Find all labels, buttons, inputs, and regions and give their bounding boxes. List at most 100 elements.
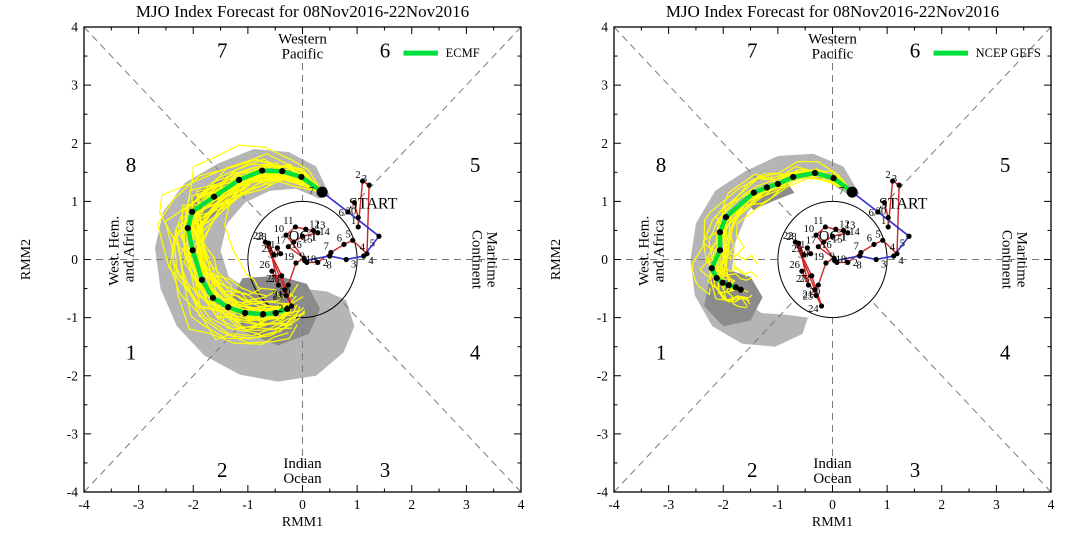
ensemble-member-line xyxy=(164,158,323,345)
observed-dot xyxy=(366,182,372,188)
ensemble-member-line xyxy=(720,176,853,281)
phase-number: 8 xyxy=(126,153,137,177)
observed-dot xyxy=(873,256,879,263)
date-label: 29 xyxy=(792,244,803,255)
oct-label: OCT xyxy=(819,228,849,244)
date-label: 4 xyxy=(368,256,374,267)
observed-dot xyxy=(303,226,309,232)
region-label: Indian Ocean xyxy=(813,456,852,487)
y-tick-label: -4 xyxy=(67,485,78,500)
x-tick-label: 1 xyxy=(354,497,361,512)
date-label: 7 xyxy=(839,186,844,197)
x-tick-label: 3 xyxy=(993,497,1000,512)
observed-dot xyxy=(310,227,317,234)
x-tick-label: -1 xyxy=(242,497,253,512)
date-label: 21 xyxy=(273,290,284,301)
observed-dot xyxy=(829,233,836,239)
observed-dot xyxy=(293,260,299,266)
observed-dot xyxy=(891,253,897,259)
observed-dot xyxy=(343,256,349,263)
phase-number: 5 xyxy=(470,153,481,177)
ensemble-member-line xyxy=(197,164,323,327)
observed-dot xyxy=(799,268,805,274)
date-label: 26 xyxy=(789,260,800,271)
observed-dot xyxy=(283,232,289,238)
phase-number: 7 xyxy=(217,38,228,62)
region-label: MaritimeContinent xyxy=(468,230,499,290)
y-axis-title: RMM2 xyxy=(19,239,34,280)
observed-dot xyxy=(889,178,896,184)
date-label: 10 xyxy=(274,224,285,235)
observed-dot xyxy=(796,240,802,246)
y-tick-label: 0 xyxy=(71,252,78,267)
observed-dot xyxy=(809,273,815,279)
x-axis-title: RMM1 xyxy=(282,515,323,530)
observed-dot xyxy=(359,178,366,184)
phase-number: 2 xyxy=(747,458,758,482)
observed-dot xyxy=(808,251,814,257)
ensemble-member-line xyxy=(177,165,323,331)
ensemble-member-line xyxy=(725,170,853,309)
date-label: 6 xyxy=(869,208,874,219)
region-label: MaritimeContinent xyxy=(998,230,1029,290)
legend: NCEP GEFS xyxy=(933,46,1041,60)
date-label: 22 xyxy=(253,231,264,242)
date-label: 23 xyxy=(269,274,280,285)
date-label: 4 xyxy=(360,243,366,254)
observed-dot xyxy=(812,287,818,293)
observed-dot xyxy=(376,233,382,239)
date-label: 25 xyxy=(273,292,284,303)
phase-number: 5 xyxy=(1000,153,1011,177)
observed-dot xyxy=(845,230,851,236)
y-axis-title: RMM2 xyxy=(549,239,564,280)
date-label: 4 xyxy=(898,256,904,267)
y-tick-label: 3 xyxy=(601,78,608,93)
date-label: 1 xyxy=(843,257,848,268)
x-tick-label: -1 xyxy=(772,497,783,512)
axis-ticks xyxy=(613,26,1052,493)
date-label: 30 xyxy=(268,250,279,261)
y-tick-label: 1 xyxy=(71,194,78,209)
observed-dot xyxy=(813,292,819,299)
x-tick-label: -2 xyxy=(718,497,729,512)
observed-dot xyxy=(833,226,839,232)
unit-circle xyxy=(777,200,888,319)
forecast-mean-dot xyxy=(209,294,217,301)
phase-number: 7 xyxy=(747,38,758,62)
region-label: West. Hem.and Africa xyxy=(637,216,668,286)
x-tick-label: 2 xyxy=(408,497,415,512)
date-label: 30 xyxy=(876,207,887,218)
x-tick-label: 3 xyxy=(463,497,470,512)
date-label: 25 xyxy=(803,292,814,303)
observed-dot xyxy=(315,259,321,266)
forecast-mean-dot xyxy=(722,213,730,221)
forecast-mean-dot xyxy=(236,176,243,183)
y-tick-label: 4 xyxy=(601,20,608,35)
observed-dot xyxy=(881,199,887,206)
date-label: 27 xyxy=(266,274,277,285)
plot-title: MJO Index Forecast for 08Nov2016-22Nov20… xyxy=(136,2,469,21)
date-label: 7 xyxy=(324,242,329,253)
y-tick-label: 2 xyxy=(601,136,608,151)
date-label: 2 xyxy=(853,258,858,269)
observed-dot xyxy=(278,251,284,257)
phase-number: 4 xyxy=(1000,341,1011,365)
date-label: 8 xyxy=(327,260,332,271)
region-label: Western Pacific xyxy=(808,31,857,62)
forecast-mean-line xyxy=(709,170,855,292)
date-label: 1 xyxy=(313,257,318,268)
x-tick-label: 0 xyxy=(299,497,306,512)
date-label: 18 xyxy=(306,254,317,265)
observed-dot xyxy=(871,241,877,247)
observed-dot xyxy=(279,273,285,279)
x-tick-label: -3 xyxy=(133,497,144,512)
date-label: 24 xyxy=(808,304,819,315)
forecast-mean xyxy=(708,169,856,293)
date-label: 20 xyxy=(280,287,291,298)
observed-dot xyxy=(315,230,321,236)
legend-label: ECMF xyxy=(446,46,480,60)
y-tick-label: 4 xyxy=(71,20,78,35)
phase-number: 2 xyxy=(217,458,228,482)
x-tick-label: 0 xyxy=(829,497,836,512)
date-label: 19 xyxy=(813,252,824,263)
